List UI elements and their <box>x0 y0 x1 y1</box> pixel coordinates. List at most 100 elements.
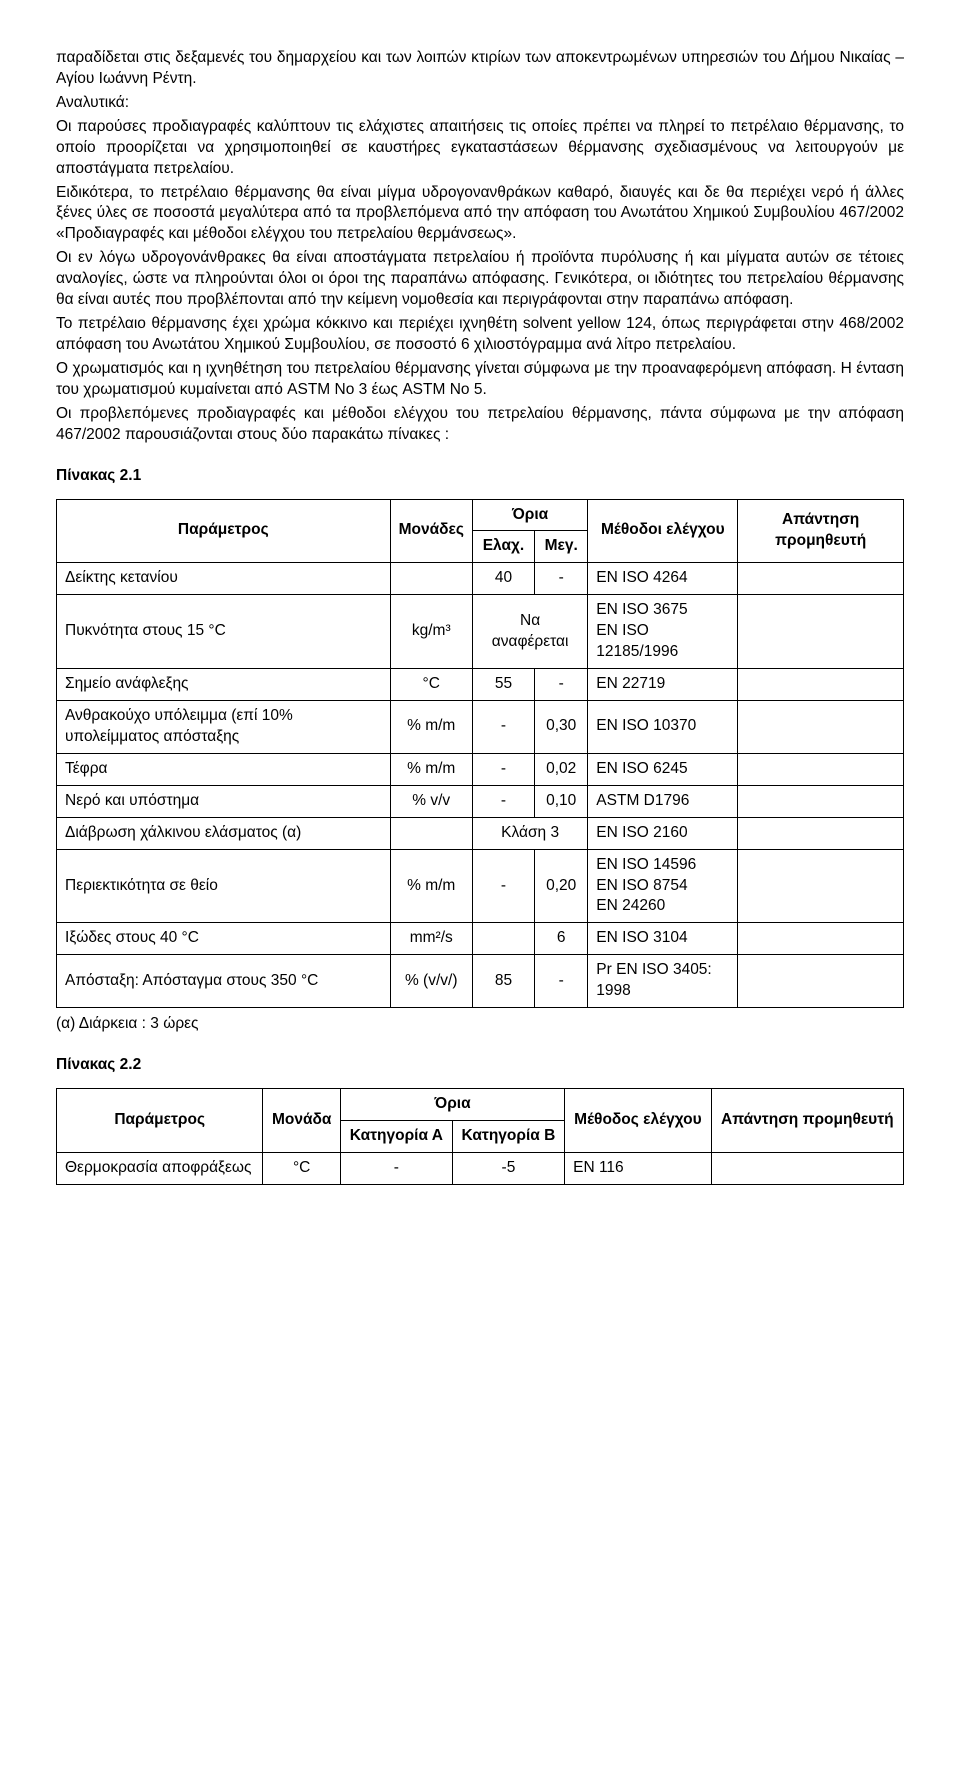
table-row: Απόσταξη: Απόσταγμα στους 350 °C % (v/v/… <box>57 955 904 1008</box>
cell-catB: -5 <box>452 1152 564 1184</box>
cell-units: % v/v <box>390 785 472 817</box>
cell-min: - <box>472 700 534 753</box>
table-row: Τέφρα % m/m - 0,02 EN ISO 6245 <box>57 753 904 785</box>
cell-min: - <box>472 753 534 785</box>
cell-methods: EN ISO 2160 <box>588 817 738 849</box>
cell-param: Θερμοκρασία αποφράξεως <box>57 1152 263 1184</box>
table-row: Διάβρωση χάλκινου ελάσματος (α) Κλάση 3 … <box>57 817 904 849</box>
table-note: (α) Διάρκεια : 3 ώρες <box>56 1014 904 1035</box>
cell-max: - <box>535 669 588 701</box>
cell-units: °C <box>390 669 472 701</box>
cell-units <box>390 563 472 595</box>
specs-table-1: Παράμετρος Μονάδες Όρια Μέθοδοι ελέγχου … <box>56 499 904 1009</box>
cell-max: - <box>535 563 588 595</box>
body-paragraph: Το πετρέλαιο θέρμανσης έχει χρώμα κόκκιν… <box>56 314 904 356</box>
cell-methods: ASTM D1796 <box>588 785 738 817</box>
cell-supplier <box>738 669 904 701</box>
cell-supplier <box>711 1152 903 1184</box>
cell-units: % m/m <box>390 753 472 785</box>
th-catA: Κατηγορία Α <box>340 1120 452 1152</box>
cell-supplier <box>738 700 904 753</box>
cell-methods: EN ISO 3675 EN ISO 12185/1996 <box>588 595 738 669</box>
cell-min: - <box>472 849 534 923</box>
th-supplier: Απάντηση προμηθευτή <box>711 1088 903 1152</box>
cell-supplier <box>738 955 904 1008</box>
table-row: Πυκνότητα στους 15 °C kg/m³ Να αναφέρετα… <box>57 595 904 669</box>
table-row: Δείκτης κετανίου 40 - EN ISO 4264 <box>57 563 904 595</box>
cell-units: % m/m <box>390 849 472 923</box>
th-methods: Μέθοδοι ελέγχου <box>588 499 738 563</box>
cell-min: 85 <box>472 955 534 1008</box>
table-row: Ιξώδες στους 40 °C mm²/s 6 EN ISO 3104 <box>57 923 904 955</box>
cell-methods: EN ISO 6245 <box>588 753 738 785</box>
cell-methods: EN ISO 10370 <box>588 700 738 753</box>
cell-supplier <box>738 785 904 817</box>
table-row: Σημείο ανάφλεξης °C 55 - EN 22719 <box>57 669 904 701</box>
cell-min <box>472 923 534 955</box>
cell-methods: EN 116 <box>565 1152 712 1184</box>
table-row: Ανθρακούχο υπόλειμμα (επί 10% υπολείμματ… <box>57 700 904 753</box>
table-heading-1: Πίνακας 2.1 <box>56 466 904 487</box>
cell-units <box>390 817 472 849</box>
cell-methods: Pr EN ISO 3405: 1998 <box>588 955 738 1008</box>
cell-min: 55 <box>472 669 534 701</box>
cell-param: Περιεκτικότητα σε θείο <box>57 849 391 923</box>
cell-max: 0,02 <box>535 753 588 785</box>
cell-param: Διάβρωση χάλκινου ελάσματος (α) <box>57 817 391 849</box>
cell-methods: EN 22719 <box>588 669 738 701</box>
cell-supplier <box>738 923 904 955</box>
cell-minmax: Να αναφέρεται <box>472 595 587 669</box>
table-heading-2: Πίνακας 2.2 <box>56 1055 904 1076</box>
th-limits: Όρια <box>340 1088 564 1120</box>
cell-units: kg/m³ <box>390 595 472 669</box>
cell-catA: - <box>340 1152 452 1184</box>
cell-supplier <box>738 595 904 669</box>
cell-supplier <box>738 753 904 785</box>
th-param: Παράμετρος <box>57 1088 263 1152</box>
table-row: Περιεκτικότητα σε θείο % m/m - 0,20 EN I… <box>57 849 904 923</box>
cell-max: 6 <box>535 923 588 955</box>
cell-max: - <box>535 955 588 1008</box>
cell-supplier <box>738 563 904 595</box>
table-row: Θερμοκρασία αποφράξεως °C - -5 EN 116 <box>57 1152 904 1184</box>
body-paragraph: Ειδικότερα, το πετρέλαιο θέρμανσης θα εί… <box>56 183 904 246</box>
th-units: Μονάδες <box>390 499 472 563</box>
cell-units: °C <box>263 1152 341 1184</box>
th-methods: Μέθοδος ελέγχου <box>565 1088 712 1152</box>
th-param: Παράμετρος <box>57 499 391 563</box>
cell-minmax: Κλάση 3 <box>472 817 587 849</box>
cell-units: % m/m <box>390 700 472 753</box>
th-units: Μονάδα <box>263 1088 341 1152</box>
body-paragraph: Οι εν λόγω υδρογονάνθρακες θα είναι αποσ… <box>56 248 904 311</box>
cell-max: 0,30 <box>535 700 588 753</box>
cell-max: 0,10 <box>535 785 588 817</box>
cell-methods: EN ISO 3104 <box>588 923 738 955</box>
cell-min: - <box>472 785 534 817</box>
body-paragraph: Ο χρωματισμός και η ιχνηθέτηση του πετρε… <box>56 359 904 401</box>
cell-supplier <box>738 849 904 923</box>
body-paragraph: παραδίδεται στις δεξαμενές του δημαρχείο… <box>56 48 904 90</box>
cell-units: % (v/v/) <box>390 955 472 1008</box>
specs-table-2: Παράμετρος Μονάδα Όρια Μέθοδος ελέγχου Α… <box>56 1088 904 1185</box>
table-row: Νερό και υπόστημα % v/v - 0,10 ASTM D179… <box>57 785 904 817</box>
body-paragraph: Οι παρούσες προδιαγραφές καλύπτουν τις ε… <box>56 117 904 180</box>
body-paragraph: Αναλυτικά: <box>56 93 904 114</box>
cell-param: Σημείο ανάφλεξης <box>57 669 391 701</box>
cell-min: 40 <box>472 563 534 595</box>
cell-param: Νερό και υπόστημα <box>57 785 391 817</box>
th-supplier: Απάντηση προμηθευτή <box>738 499 904 563</box>
cell-param: Πυκνότητα στους 15 °C <box>57 595 391 669</box>
th-min: Ελαχ. <box>472 531 534 563</box>
cell-param: Δείκτης κετανίου <box>57 563 391 595</box>
cell-max: 0,20 <box>535 849 588 923</box>
th-catB: Κατηγορία Β <box>452 1120 564 1152</box>
cell-methods: EN ISO 4264 <box>588 563 738 595</box>
body-paragraph: Οι προβλεπόμενες προδιαγραφές και μέθοδο… <box>56 404 904 446</box>
th-limits: Όρια <box>472 499 587 531</box>
th-max: Μεγ. <box>535 531 588 563</box>
cell-param: Τέφρα <box>57 753 391 785</box>
cell-units: mm²/s <box>390 923 472 955</box>
cell-methods: EN ISO 14596 EN ISO 8754 EN 24260 <box>588 849 738 923</box>
cell-supplier <box>738 817 904 849</box>
cell-param: Ιξώδες στους 40 °C <box>57 923 391 955</box>
